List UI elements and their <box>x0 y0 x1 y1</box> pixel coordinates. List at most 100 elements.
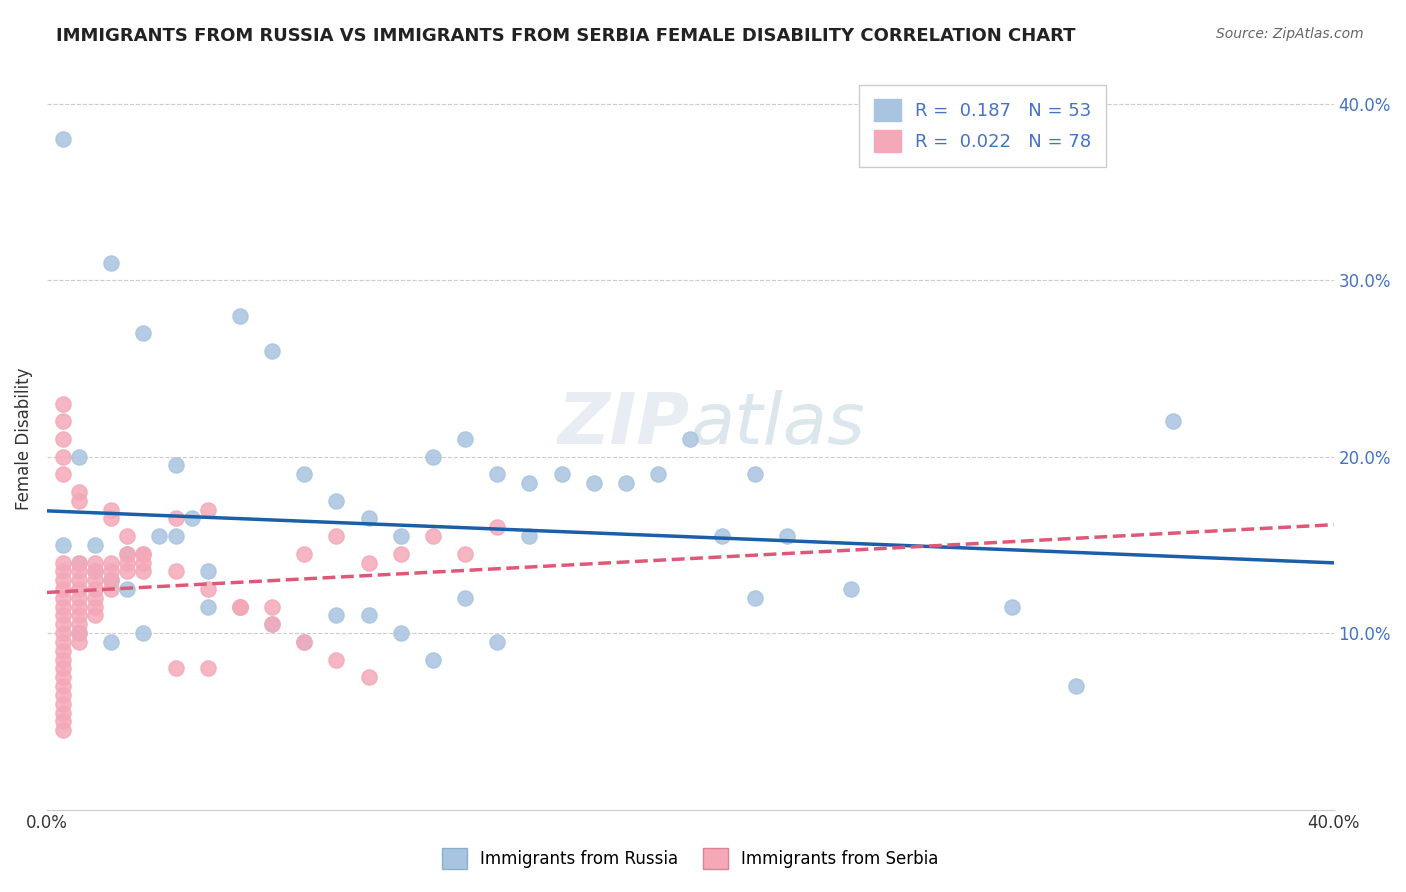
Point <box>52 706 75 720</box>
Point <box>647 467 669 482</box>
Point <box>52 661 75 675</box>
Point <box>84 565 107 579</box>
Point <box>100 556 122 570</box>
Point <box>229 599 252 614</box>
Point <box>839 582 862 596</box>
Point <box>84 538 107 552</box>
Point <box>325 529 347 543</box>
Point <box>52 617 75 632</box>
Point <box>67 450 90 464</box>
Point <box>132 556 155 570</box>
Point <box>52 688 75 702</box>
Point <box>52 679 75 693</box>
Point <box>325 652 347 666</box>
Point <box>52 697 75 711</box>
Point <box>67 493 90 508</box>
Point <box>67 617 90 632</box>
Point <box>389 547 412 561</box>
Text: atlas: atlas <box>690 390 865 458</box>
Point <box>84 608 107 623</box>
Point <box>325 493 347 508</box>
Point <box>197 582 219 596</box>
Point <box>1064 679 1087 693</box>
Point <box>67 485 90 500</box>
Point <box>52 608 75 623</box>
Point <box>165 529 187 543</box>
Point <box>357 608 380 623</box>
Point <box>292 635 315 649</box>
Point <box>454 547 477 561</box>
Point <box>1161 414 1184 428</box>
Point <box>117 582 139 596</box>
Point <box>100 255 122 269</box>
Point <box>52 538 75 552</box>
Point <box>117 529 139 543</box>
Point <box>197 661 219 675</box>
Point <box>52 467 75 482</box>
Point <box>52 599 75 614</box>
Point <box>52 626 75 640</box>
Point <box>52 652 75 666</box>
Point <box>100 502 122 516</box>
Point <box>292 635 315 649</box>
Point <box>52 723 75 738</box>
Point <box>165 511 187 525</box>
Point <box>67 608 90 623</box>
Point <box>67 591 90 605</box>
Point <box>100 565 122 579</box>
Point <box>52 591 75 605</box>
Point <box>486 467 509 482</box>
Point <box>52 565 75 579</box>
Point <box>357 556 380 570</box>
Text: IMMIGRANTS FROM RUSSIA VS IMMIGRANTS FROM SERBIA FEMALE DISABILITY CORRELATION C: IMMIGRANTS FROM RUSSIA VS IMMIGRANTS FRO… <box>56 27 1076 45</box>
Point <box>197 565 219 579</box>
Point <box>67 599 90 614</box>
Point <box>229 599 252 614</box>
Point <box>67 573 90 587</box>
Point <box>744 467 766 482</box>
Point <box>52 450 75 464</box>
Point <box>52 556 75 570</box>
Point <box>486 635 509 649</box>
Point <box>100 573 122 587</box>
Point <box>454 591 477 605</box>
Point <box>357 511 380 525</box>
Point <box>614 476 637 491</box>
Point <box>262 617 284 632</box>
Point <box>67 556 90 570</box>
Point <box>67 556 90 570</box>
Point <box>325 608 347 623</box>
Point <box>84 573 107 587</box>
Point <box>52 432 75 446</box>
Text: Source: ZipAtlas.com: Source: ZipAtlas.com <box>1216 27 1364 41</box>
Point <box>454 432 477 446</box>
Point <box>776 529 799 543</box>
Point <box>519 476 541 491</box>
Point <box>292 547 315 561</box>
Point <box>52 582 75 596</box>
Point <box>132 326 155 341</box>
Point <box>197 502 219 516</box>
Point <box>84 565 107 579</box>
Point <box>229 599 252 614</box>
Point <box>165 458 187 473</box>
Point <box>292 467 315 482</box>
Point <box>519 529 541 543</box>
Point <box>389 529 412 543</box>
Point <box>165 661 187 675</box>
Point <box>357 670 380 684</box>
Point <box>52 714 75 729</box>
Point <box>148 529 170 543</box>
Point <box>197 599 219 614</box>
Point <box>117 547 139 561</box>
Point <box>422 529 444 543</box>
Y-axis label: Female Disability: Female Disability <box>15 368 32 510</box>
Point <box>486 520 509 534</box>
Point <box>67 565 90 579</box>
Point <box>389 626 412 640</box>
Point <box>67 635 90 649</box>
Point <box>67 626 90 640</box>
Point <box>117 556 139 570</box>
Point <box>711 529 734 543</box>
Point <box>132 547 155 561</box>
